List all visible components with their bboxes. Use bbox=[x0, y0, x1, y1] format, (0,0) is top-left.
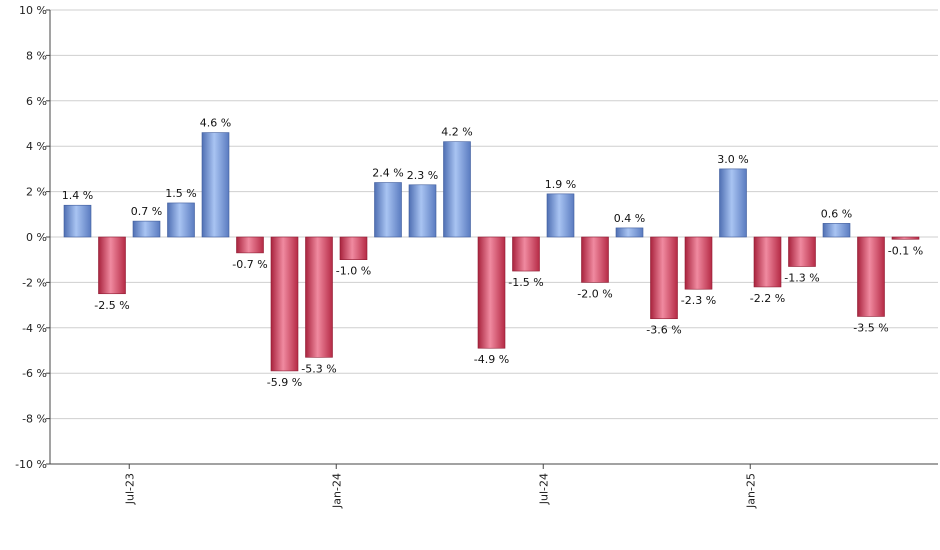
bar bbox=[270, 236, 299, 372]
bar bbox=[63, 204, 92, 238]
data-label: -0.1 % bbox=[888, 244, 923, 257]
bar bbox=[339, 236, 368, 261]
bar bbox=[891, 236, 920, 240]
y-tick-label: 0 % bbox=[26, 231, 47, 244]
bar bbox=[443, 141, 471, 238]
bar bbox=[201, 132, 230, 238]
data-label: 0.4 % bbox=[614, 212, 645, 225]
bar bbox=[857, 236, 885, 317]
bar bbox=[753, 236, 782, 288]
bar bbox=[305, 236, 333, 358]
data-label: -5.9 % bbox=[267, 376, 302, 389]
data-labels: 1.4 % -2.5 % 0.7 %1.5 % 4.6 % -0.7 % -5.9 %-5… bbox=[62, 117, 923, 389]
bar bbox=[684, 236, 713, 290]
bar bbox=[788, 236, 816, 267]
data-label: 2.4 % bbox=[372, 167, 403, 180]
data-label: -2.2 % bbox=[750, 292, 785, 305]
bar bbox=[374, 182, 402, 238]
y-tick-label: 6 % bbox=[26, 95, 47, 108]
y-tick-label: -8 % bbox=[22, 413, 47, 426]
x-tick-label: Jan-25 bbox=[744, 473, 757, 509]
data-label: -1.0 % bbox=[336, 265, 371, 278]
data-label: -3.6 % bbox=[646, 324, 681, 337]
data-label: 3.0 % bbox=[717, 153, 748, 166]
x-tick-label: Jul-24 bbox=[537, 473, 550, 505]
y-axis-ticks: 10 % 8 % 6 % 4 % 2 % 0 % -2 % -4 % -6 % -8 % -10 % bbox=[15, 4, 50, 471]
bar bbox=[132, 220, 161, 238]
data-label: -2.5 % bbox=[94, 299, 129, 312]
bar bbox=[581, 236, 609, 283]
data-label: -4.9 % bbox=[474, 353, 509, 366]
bar bbox=[477, 236, 506, 349]
bar bbox=[822, 223, 851, 238]
x-tick-label: Jul-23 bbox=[123, 473, 136, 505]
data-label: -0.7 % bbox=[232, 258, 267, 271]
bar bbox=[615, 227, 644, 238]
data-label: 4.2 % bbox=[441, 126, 472, 139]
data-label: -1.5 % bbox=[508, 276, 543, 289]
y-tick-label: -6 % bbox=[22, 367, 47, 380]
y-tick-label: 10 % bbox=[19, 4, 47, 17]
data-label: -1.3 % bbox=[784, 272, 819, 285]
x-axis-ticks: Jul-23 Jan-24 Jul-24 Jan-25 bbox=[123, 464, 757, 509]
data-label: 1.5 % bbox=[165, 187, 196, 200]
data-label: 2.3 % bbox=[407, 169, 438, 182]
bar bbox=[719, 168, 747, 238]
y-tick-label: -10 % bbox=[15, 458, 47, 471]
bar bbox=[98, 236, 126, 295]
bar bbox=[650, 236, 678, 320]
bar bbox=[236, 236, 264, 254]
y-tick-label: -4 % bbox=[22, 322, 47, 335]
data-label: -5.3 % bbox=[301, 362, 336, 375]
y-tick-label: 4 % bbox=[26, 140, 47, 153]
data-label: 0.7 % bbox=[131, 205, 162, 218]
y-tick-label: -2 % bbox=[22, 276, 47, 289]
data-label: -2.0 % bbox=[577, 287, 612, 300]
bar bbox=[512, 236, 540, 272]
data-label: -2.3 % bbox=[681, 294, 716, 307]
x-tick-label: Jan-24 bbox=[330, 473, 343, 509]
data-label: 1.9 % bbox=[545, 178, 576, 191]
bars bbox=[63, 132, 920, 372]
data-label: 0.6 % bbox=[821, 207, 852, 220]
data-label: 4.6 % bbox=[200, 117, 231, 130]
bar bbox=[408, 184, 437, 238]
y-tick-label: 2 % bbox=[26, 186, 47, 199]
bar bbox=[546, 193, 575, 238]
data-label: -3.5 % bbox=[853, 321, 888, 334]
bar bbox=[167, 202, 195, 238]
data-label: 1.4 % bbox=[62, 189, 93, 202]
y-tick-label: 8 % bbox=[26, 49, 47, 62]
